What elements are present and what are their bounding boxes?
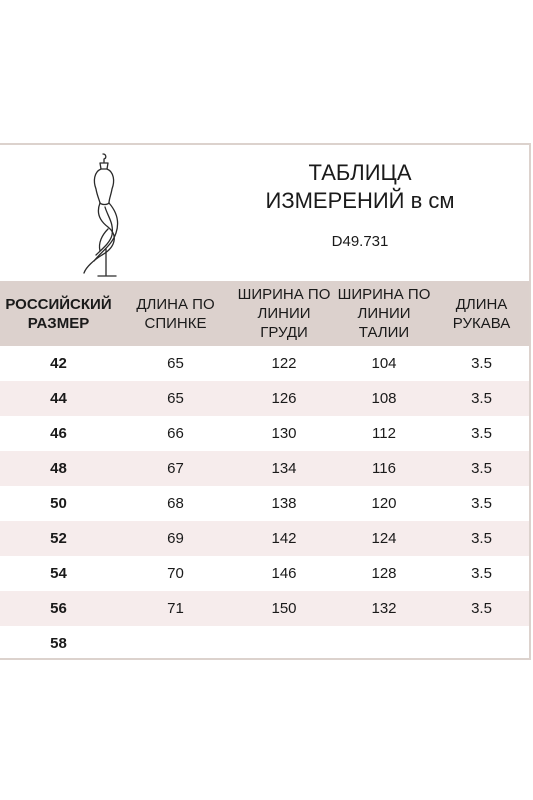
cell-chest-width: 150 [271,600,297,617]
cell-back-length: 66 [167,425,184,442]
cell-back-length: 71 [167,600,184,617]
column-header-back-length: ДЛИНА ПО СПИНКЕ [136,295,215,332]
cell-sleeve-length: 3.5 [471,530,492,547]
cell-sleeve-length: 3.5 [471,425,492,442]
cell-waist-width [334,626,434,661]
table-row: 52 69 142 124 3.5 [0,521,529,556]
cell-back-length: 67 [167,460,184,477]
cell-waist-width: 132 [371,600,397,617]
cell-back-length [117,626,234,661]
cell-chest-width: 146 [271,565,297,582]
cell-waist-width: 120 [371,495,397,512]
cell-waist-width: 112 [372,425,396,442]
cell-back-length: 69 [167,530,184,547]
cell-size: 46 [50,425,67,442]
cell-back-length: 65 [167,355,184,372]
cell-waist-width: 116 [372,460,396,477]
cell-sleeve-length: 3.5 [471,565,492,582]
column-header-size: РОССИЙСКИЙ РАЗМЕР [5,295,112,332]
chart-title: ТАБЛИЦА ИЗМЕРЕНИЙ в см [240,159,480,215]
column-header-waist-width: ШИРИНА ПО ЛИНИИ ТАЛИИ [337,286,431,341]
column-header-chest-width: ШИРИНА ПО ЛИНИИ ГРУДИ [237,286,331,341]
cell-size: 48 [50,460,67,477]
cell-sleeve-length: 3.5 [471,460,492,477]
cell-size: 50 [50,495,67,512]
cell-sleeve-length: 3.5 [471,390,492,407]
cell-waist-width: 128 [371,565,397,582]
table-header: РОССИЙСКИЙ РАЗМЕР ДЛИНА ПО СПИНКЕ ШИРИНА… [0,281,529,346]
table-row: 48 67 134 116 3.5 [0,451,529,486]
cell-size: 52 [50,530,67,547]
cell-back-length: 68 [167,495,184,512]
cell-size: 58 [50,635,67,652]
table-body: 42 65 122 104 3.5 44 65 126 108 3.5 46 6… [0,346,529,661]
cell-back-length: 65 [167,390,184,407]
dress-form-icon [83,153,119,277]
cell-size: 56 [50,600,67,617]
cell-chest-width: 142 [271,530,297,547]
cell-chest-width: 122 [271,355,297,372]
cell-waist-width: 104 [371,355,397,372]
cell-back-length: 70 [167,565,184,582]
table-row: 42 65 122 104 3.5 [0,346,529,381]
title-line-2: ИЗМЕРЕНИЙ в см [265,188,455,213]
cell-sleeve-length: 3.5 [471,600,492,617]
article-number: D49.731 [331,233,389,250]
cell-chest-width: 138 [271,495,297,512]
size-chart-card: ТАБЛИЦА ИЗМЕРЕНИЙ в см D49.731 РОССИЙСКИ… [0,143,531,660]
cell-chest-width: 126 [271,390,297,407]
table-row: 58 [0,626,529,661]
cell-size: 54 [50,565,67,582]
table-row: 50 68 138 120 3.5 [0,486,529,521]
table-row: 46 66 130 112 3.5 [0,416,529,451]
column-header-sleeve-length: ДЛИНА РУКАВА [452,295,511,332]
cell-chest-width [234,626,334,661]
cell-waist-width: 124 [371,530,397,547]
cell-sleeve-length: 3.5 [471,355,492,372]
cell-size: 42 [50,355,67,372]
cell-sleeve-length [434,626,529,661]
cell-waist-width: 108 [371,390,397,407]
cell-sleeve-length: 3.5 [471,495,492,512]
cell-chest-width: 130 [271,425,297,442]
cell-chest-width: 134 [271,460,297,477]
cell-size: 44 [50,390,67,407]
title-line-1: ТАБЛИЦА [308,160,412,185]
table-row: 56 71 150 132 3.5 [0,591,529,626]
table-row: 54 70 146 128 3.5 [0,556,529,591]
table-row: 44 65 126 108 3.5 [0,381,529,416]
